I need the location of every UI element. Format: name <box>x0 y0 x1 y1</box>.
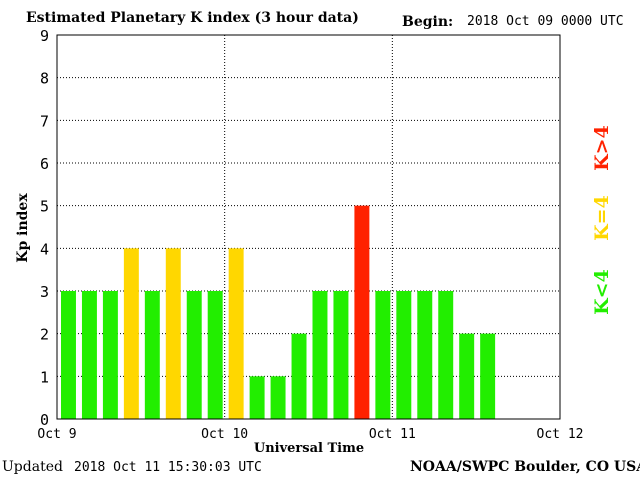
x-tick-labels: Oct 9 Oct 10 Oct 11 Oct 12 <box>37 427 583 442</box>
y-tick-label: 4 <box>40 240 49 258</box>
updated-value: 2018 Oct 11 15:30:03 UTC <box>74 460 262 475</box>
y-axis-label: Kp index <box>15 193 31 263</box>
kp-bar <box>102 291 118 419</box>
x-axis-label: Universal Time <box>254 441 364 456</box>
y-tick-label: 3 <box>40 283 49 301</box>
x-tick-label: Oct 12 <box>537 427 584 442</box>
y-tick-labels: 0 1 2 3 4 5 6 7 8 9 <box>40 27 49 429</box>
kp-bar <box>144 291 160 419</box>
kp-bar <box>270 376 286 419</box>
kp-bar <box>417 291 433 419</box>
legend-entry: K>4 <box>591 125 613 171</box>
kp-bar <box>249 376 265 419</box>
kp-bar <box>396 291 412 419</box>
y-tick-label: 9 <box>40 27 49 45</box>
y-tick-label: 1 <box>40 368 49 386</box>
grid-lines <box>57 35 560 419</box>
y-tick-label: 8 <box>40 70 49 88</box>
legend-entry: K=4 <box>591 195 613 241</box>
kp-bar <box>207 291 223 419</box>
chart-title: Estimated Planetary K index (3 hour data… <box>26 10 359 26</box>
y-tick-label: 7 <box>40 112 49 130</box>
kp-bar <box>375 291 391 419</box>
kp-bar <box>61 291 76 419</box>
bars <box>61 205 496 419</box>
updated-label: Updated <box>2 459 63 475</box>
kp-bar <box>165 248 181 419</box>
kp-bar <box>354 205 370 419</box>
y-tick-label: 0 <box>40 411 49 429</box>
kp-bar <box>480 333 496 419</box>
y-tick-label: 6 <box>40 155 49 173</box>
y-tick-label: 2 <box>40 326 49 344</box>
y-tick-label: 5 <box>40 198 49 216</box>
kp-bar <box>186 291 202 419</box>
kp-bar <box>438 291 454 419</box>
kp-bar <box>312 291 328 419</box>
x-tick-label: Oct 10 <box>201 427 248 442</box>
kp-bar <box>333 291 349 419</box>
kp-bar <box>459 333 475 419</box>
x-tick-label: Oct 11 <box>369 427 416 442</box>
kp-bar <box>123 248 139 419</box>
plot-frame <box>56 34 561 420</box>
x-tick-label: Oct 9 <box>37 427 76 442</box>
legend-entry: K<4 <box>591 269 613 315</box>
begin-value: 2018 Oct 09 0000 UTC <box>467 14 624 29</box>
kp-bar <box>228 248 244 419</box>
kp-bar <box>81 291 97 419</box>
kp-bar <box>291 333 307 419</box>
legend: K>4 K=4 K<4 <box>591 125 613 315</box>
credit-text: NOAA/SWPC Boulder, CO USA <box>410 459 640 475</box>
begin-label: Begin: <box>402 14 454 30</box>
